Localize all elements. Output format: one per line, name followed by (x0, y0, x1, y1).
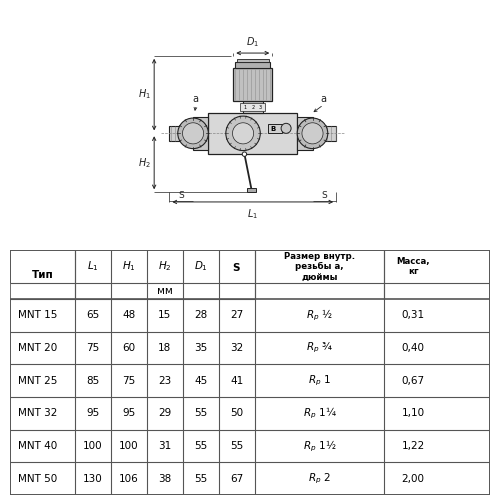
Text: 55: 55 (194, 441, 207, 451)
Text: 55: 55 (230, 441, 243, 451)
Text: 1,22: 1,22 (402, 441, 425, 451)
Bar (297, 116, 312, 150)
Text: MNT 50: MNT 50 (18, 474, 57, 484)
Text: 35: 35 (194, 343, 207, 353)
Bar (312, 126, 336, 141)
Text: 32: 32 (230, 343, 243, 353)
Text: $D_1$: $D_1$ (194, 260, 208, 274)
Text: $R_p$ 2: $R_p$ 2 (308, 472, 331, 486)
Circle shape (232, 123, 254, 144)
Text: 2: 2 (251, 104, 254, 110)
Bar (234, 68, 272, 102)
Text: 65: 65 (86, 310, 100, 320)
Text: S: S (178, 192, 184, 200)
Bar (268, 124, 282, 134)
Text: Масса,
кг: Масса, кг (396, 257, 430, 276)
Bar (236, 62, 270, 68)
Text: 45: 45 (194, 376, 207, 386)
Text: 48: 48 (122, 310, 136, 320)
Bar (170, 126, 193, 141)
Text: 55: 55 (194, 408, 207, 418)
Text: 60: 60 (122, 343, 136, 353)
Text: a: a (193, 94, 199, 104)
Text: MNT 20: MNT 20 (18, 343, 57, 353)
Text: $L_1$: $L_1$ (248, 207, 258, 220)
Text: $R_p$ ½: $R_p$ ½ (306, 308, 333, 323)
Text: 27: 27 (230, 310, 243, 320)
Text: $D_1$: $D_1$ (246, 35, 260, 49)
Text: 41: 41 (230, 376, 243, 386)
Text: 100: 100 (83, 441, 102, 451)
Text: S: S (322, 192, 327, 200)
Circle shape (226, 116, 260, 150)
Text: мм: мм (157, 286, 172, 296)
Text: 1,10: 1,10 (402, 408, 425, 418)
Text: 28: 28 (194, 310, 207, 320)
Text: 23: 23 (158, 376, 172, 386)
Circle shape (281, 124, 291, 134)
Text: a: a (320, 94, 326, 104)
Circle shape (302, 123, 323, 144)
Text: 18: 18 (158, 343, 172, 353)
Text: 1: 1 (244, 104, 246, 110)
Text: 15: 15 (158, 310, 172, 320)
Text: 0,31: 0,31 (402, 310, 425, 320)
Bar (237, 59, 269, 62)
Text: $R_p$ ¾: $R_p$ ¾ (306, 341, 333, 355)
Text: $H_2$: $H_2$ (138, 156, 151, 170)
Text: 0,67: 0,67 (402, 376, 425, 386)
Text: 29: 29 (158, 408, 172, 418)
Text: 75: 75 (86, 343, 100, 353)
Text: 130: 130 (83, 474, 102, 484)
Text: 2,00: 2,00 (402, 474, 424, 484)
Bar (243, 102, 262, 112)
Text: 55: 55 (194, 474, 207, 484)
Circle shape (297, 118, 328, 148)
Text: 85: 85 (86, 376, 100, 386)
Text: MNT 25: MNT 25 (18, 376, 57, 386)
Circle shape (242, 152, 246, 156)
Bar (247, 188, 256, 192)
Text: 38: 38 (158, 474, 172, 484)
Text: 3: 3 (259, 104, 262, 110)
Bar (240, 104, 266, 111)
Text: $R_p$ 1¼: $R_p$ 1¼ (302, 406, 336, 421)
Text: 0,40: 0,40 (402, 343, 424, 353)
Bar (193, 116, 208, 150)
Text: 75: 75 (122, 376, 136, 386)
Text: $H_1$: $H_1$ (138, 88, 151, 102)
Text: 31: 31 (158, 441, 172, 451)
Text: $H_2$: $H_2$ (158, 260, 172, 274)
Bar (255, 283, 442, 299)
Text: MNT 32: MNT 32 (18, 408, 57, 418)
Text: MNT 40: MNT 40 (18, 441, 57, 451)
Text: 67: 67 (230, 474, 243, 484)
Text: B: B (270, 126, 276, 132)
Text: $L_1$: $L_1$ (87, 260, 99, 274)
Text: MNT 15: MNT 15 (18, 310, 57, 320)
Text: 100: 100 (119, 441, 139, 451)
Text: 50: 50 (230, 408, 243, 418)
Circle shape (178, 118, 208, 148)
Bar (208, 112, 297, 154)
Circle shape (182, 123, 204, 144)
Text: Размер внутр.
резьбы а,
дюймы: Размер внутр. резьбы а, дюймы (284, 252, 355, 282)
Text: 106: 106 (119, 474, 139, 484)
Text: 95: 95 (122, 408, 136, 418)
Text: $R_p$ 1: $R_p$ 1 (308, 374, 331, 388)
Text: 95: 95 (86, 408, 100, 418)
Text: Тип: Тип (32, 270, 54, 280)
Bar (10, 283, 75, 299)
Text: $R_p$ 1½: $R_p$ 1½ (303, 438, 336, 454)
Text: $H_1$: $H_1$ (122, 260, 136, 274)
Text: $\mathbf{S}$: $\mathbf{S}$ (232, 260, 241, 272)
